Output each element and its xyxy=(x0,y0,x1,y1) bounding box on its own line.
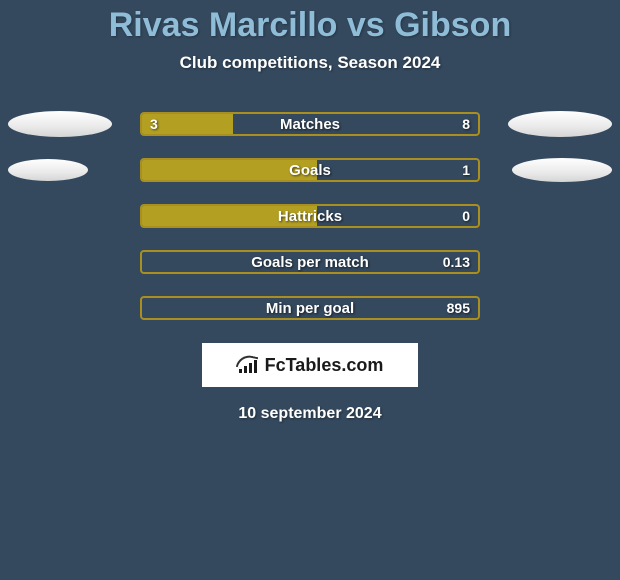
player-left-ellipse-icon xyxy=(8,111,112,137)
fctables-link[interactable]: FcTables.com xyxy=(202,343,418,387)
stat-row: Min per goal 895 xyxy=(0,285,620,331)
player-right-ellipse-icon xyxy=(508,111,612,137)
bar-value-right: 0 xyxy=(462,206,470,226)
player-left-ellipse-icon xyxy=(8,159,88,181)
bar-track: Min per goal 895 xyxy=(140,296,480,320)
bar-value-right: 895 xyxy=(447,298,470,318)
bar-value-right: 8 xyxy=(462,114,470,134)
fctables-logo-text: FcTables.com xyxy=(265,355,384,376)
bar-track: Goals 1 xyxy=(140,158,480,182)
bar-label: Min per goal xyxy=(142,298,478,318)
bar-fill-left xyxy=(142,160,317,180)
bar-label: Goals per match xyxy=(142,252,478,272)
stat-row: Goals 1 xyxy=(0,147,620,193)
bar-value-right: 1 xyxy=(462,160,470,180)
bar-fill-left xyxy=(142,206,317,226)
fctables-logo-icon xyxy=(237,357,259,373)
date-label: 10 september 2024 xyxy=(0,405,620,423)
page-title: Rivas Marcillo vs Gibson xyxy=(0,0,620,45)
stat-row: Hattricks 0 xyxy=(0,193,620,239)
comparison-chart: 3 Matches 8 Goals 1 Hattricks 0 xyxy=(0,101,620,331)
subtitle: Club competitions, Season 2024 xyxy=(0,53,620,73)
stat-row: Goals per match 0.13 xyxy=(0,239,620,285)
bar-track: Goals per match 0.13 xyxy=(140,250,480,274)
bar-value-right: 0.13 xyxy=(443,252,470,272)
bar-track: 3 Matches 8 xyxy=(140,112,480,136)
bar-value-left: 3 xyxy=(150,114,158,134)
player-right-ellipse-icon xyxy=(512,158,612,182)
stat-row: 3 Matches 8 xyxy=(0,101,620,147)
bar-track: Hattricks 0 xyxy=(140,204,480,228)
